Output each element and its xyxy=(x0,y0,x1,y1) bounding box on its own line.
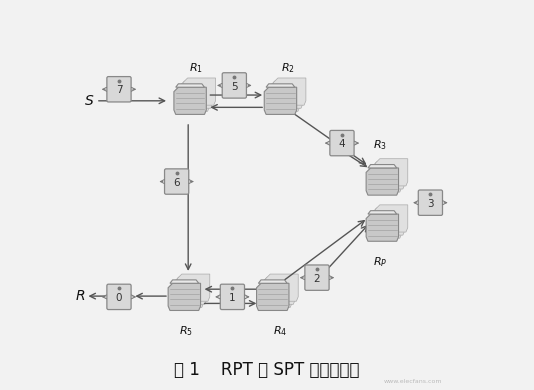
Polygon shape xyxy=(366,168,398,195)
Polygon shape xyxy=(266,274,298,301)
FancyBboxPatch shape xyxy=(107,76,131,102)
Polygon shape xyxy=(258,280,287,283)
Text: $R_{4}$: $R_{4}$ xyxy=(273,324,288,339)
Text: $R_{5}$: $R_{5}$ xyxy=(179,324,193,339)
Text: $R_{2}$: $R_{2}$ xyxy=(281,61,295,75)
Text: 3: 3 xyxy=(427,199,434,209)
Text: $R_{P}$: $R_{P}$ xyxy=(373,255,388,269)
Polygon shape xyxy=(260,280,292,307)
Polygon shape xyxy=(369,211,402,238)
FancyBboxPatch shape xyxy=(222,73,246,98)
Polygon shape xyxy=(183,78,216,105)
Polygon shape xyxy=(177,274,210,301)
FancyBboxPatch shape xyxy=(418,190,443,215)
Polygon shape xyxy=(174,87,206,114)
Text: $R$: $R$ xyxy=(75,289,85,303)
FancyBboxPatch shape xyxy=(330,130,354,156)
Polygon shape xyxy=(256,283,289,310)
Polygon shape xyxy=(375,205,408,232)
Text: www.elecfans.com: www.elecfans.com xyxy=(384,379,442,384)
Text: 7: 7 xyxy=(116,85,122,96)
Text: 2: 2 xyxy=(313,274,320,284)
FancyBboxPatch shape xyxy=(221,284,245,310)
Polygon shape xyxy=(174,277,207,304)
Polygon shape xyxy=(171,280,203,307)
Polygon shape xyxy=(170,280,199,283)
Polygon shape xyxy=(270,81,303,108)
FancyBboxPatch shape xyxy=(164,169,189,194)
Text: 5: 5 xyxy=(231,82,238,92)
Polygon shape xyxy=(372,162,405,189)
Polygon shape xyxy=(168,283,201,310)
Polygon shape xyxy=(368,165,397,168)
Polygon shape xyxy=(366,214,398,241)
Polygon shape xyxy=(263,277,295,304)
Text: 4: 4 xyxy=(339,139,345,149)
Polygon shape xyxy=(369,165,402,192)
Polygon shape xyxy=(177,84,209,111)
Text: 0: 0 xyxy=(116,293,122,303)
Polygon shape xyxy=(264,87,297,114)
Text: 1: 1 xyxy=(229,293,235,303)
Text: 6: 6 xyxy=(174,178,180,188)
Text: $R_{1}$: $R_{1}$ xyxy=(189,61,203,75)
Polygon shape xyxy=(180,81,213,108)
Polygon shape xyxy=(266,84,295,87)
Text: $R_{3}$: $R_{3}$ xyxy=(373,138,387,152)
Polygon shape xyxy=(368,211,397,214)
Text: $S$: $S$ xyxy=(84,94,95,108)
Polygon shape xyxy=(375,159,408,186)
Polygon shape xyxy=(176,84,205,87)
Polygon shape xyxy=(273,78,306,105)
Text: 图 1    RPT 向 SPT 切换示意图: 图 1 RPT 向 SPT 切换示意图 xyxy=(174,361,360,379)
Polygon shape xyxy=(268,84,300,111)
Polygon shape xyxy=(372,208,405,235)
FancyBboxPatch shape xyxy=(305,265,329,290)
FancyBboxPatch shape xyxy=(107,284,131,310)
